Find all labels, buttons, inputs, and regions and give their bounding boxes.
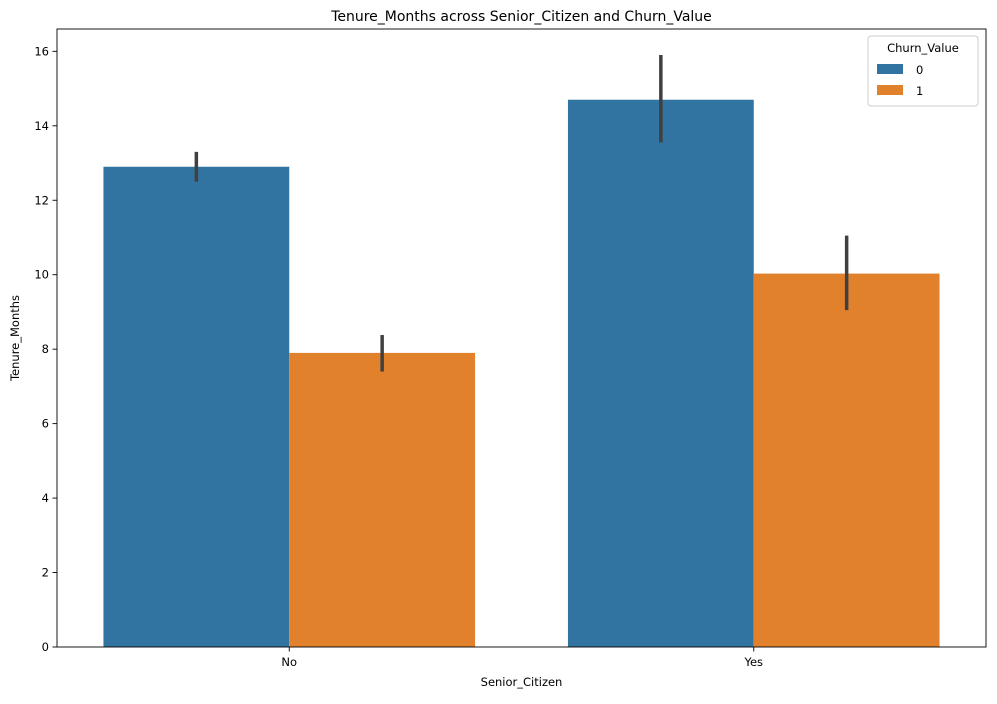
legend-swatch-series-1 [877,85,903,95]
y-tick-label: 6 [42,417,49,431]
legend-label-series-1: 1 [916,84,923,98]
legend-title: Churn_Value [887,41,959,55]
error-bars-layer [194,55,849,372]
y-tick-label: 8 [42,342,49,356]
bar-no-series-0 [103,166,290,647]
x-axis-label: Senior_Citizen [481,675,563,689]
x-tick-label: No [281,655,297,669]
bar-yes-series-1 [753,273,940,647]
plot-frame [56,28,987,648]
y-tick-label: 0 [42,640,49,654]
y-tick-label: 2 [42,566,49,580]
bar-yes-series-0 [567,99,754,648]
y-tick-label: 12 [34,193,49,207]
y-tick-label: 10 [34,268,49,282]
y-tick-label: 4 [42,491,49,505]
y-axis-label: Tenure_Months [8,295,22,382]
legend-swatch-series-0 [877,64,903,74]
legend-items: 01 [877,63,923,98]
legend-label-series-0: 0 [916,63,923,77]
chart-title: Tenure_Months across Senior_Citizen and … [330,9,712,25]
y-tick-label: 16 [34,44,49,58]
bars-layer [103,99,940,648]
x-tick-label: Yes [743,655,763,669]
bar-no-series-1 [289,352,476,647]
y-tick-label: 14 [34,119,49,133]
legend: Churn_Value 01 [867,35,979,107]
